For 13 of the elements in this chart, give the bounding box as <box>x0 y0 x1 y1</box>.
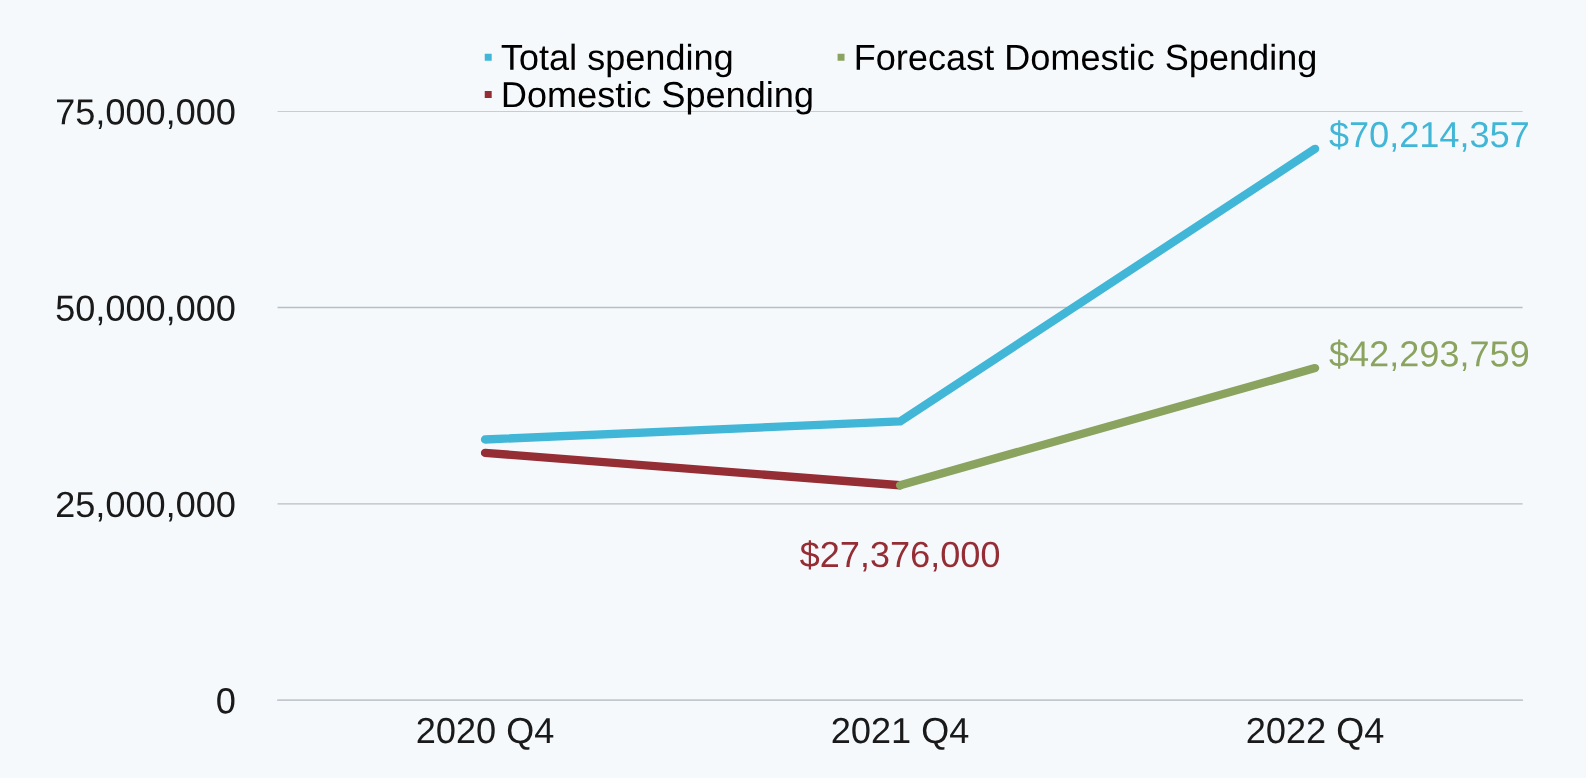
data-label: $42,293,759 <box>1329 339 1529 371</box>
data-label: $70,214,357 <box>1329 120 1528 152</box>
legend-label: Domestic Spending <box>503 80 812 115</box>
data-label: $27,376,000 <box>800 540 1000 572</box>
y-tick-label: 25,000,000 <box>56 491 235 522</box>
x-tick-label: 2021 Q4 <box>832 717 969 750</box>
y-tick-label: 0 <box>217 688 235 714</box>
y-tick-label: 50,000,000 <box>56 295 235 326</box>
legend-label: Forecast Domestic Spending <box>856 43 1316 78</box>
x-tick-label: 2022 Q4 <box>1247 717 1384 750</box>
legend-label: Total spending <box>501 43 732 78</box>
x-tick-label: 2020 Q4 <box>417 717 554 750</box>
y-tick-label: 75,000,000 <box>57 99 235 129</box>
